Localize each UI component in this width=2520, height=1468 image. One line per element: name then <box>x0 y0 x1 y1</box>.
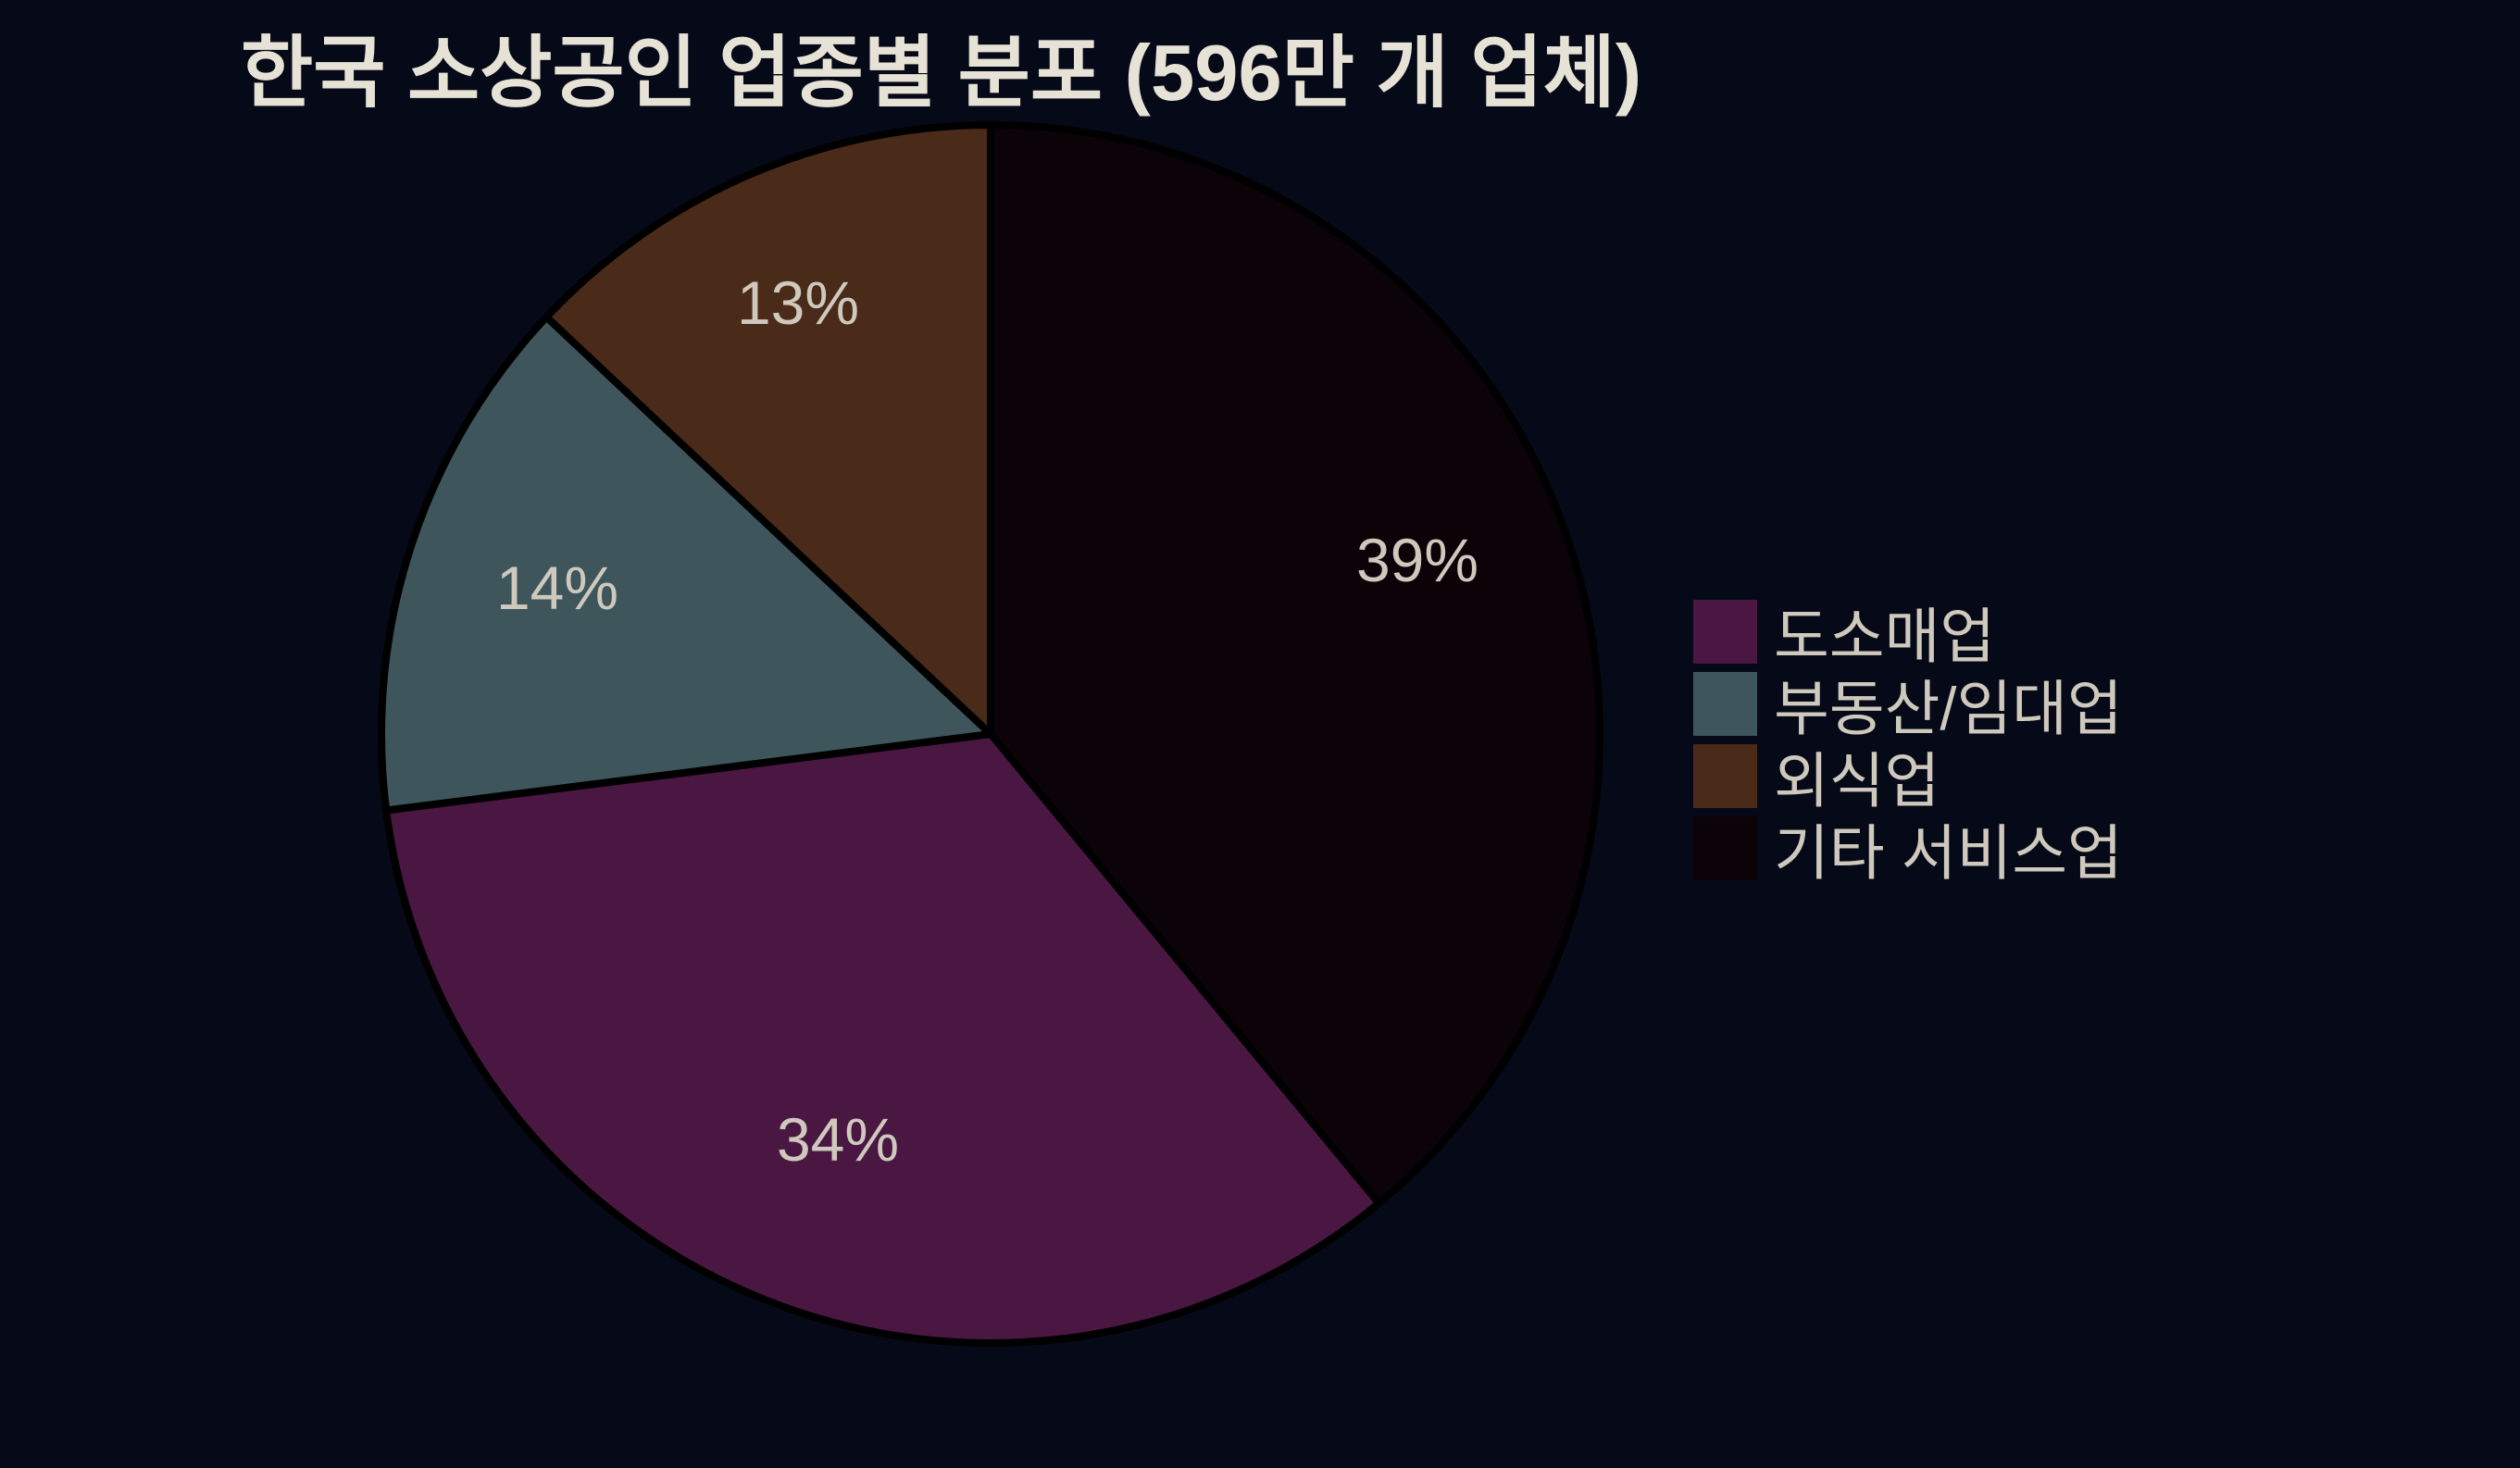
svg-text:34%: 34% <box>777 1105 899 1174</box>
svg-text:39%: 39% <box>1356 526 1478 594</box>
svg-text:13%: 13% <box>737 268 859 337</box>
svg-text:14%: 14% <box>496 554 618 622</box>
